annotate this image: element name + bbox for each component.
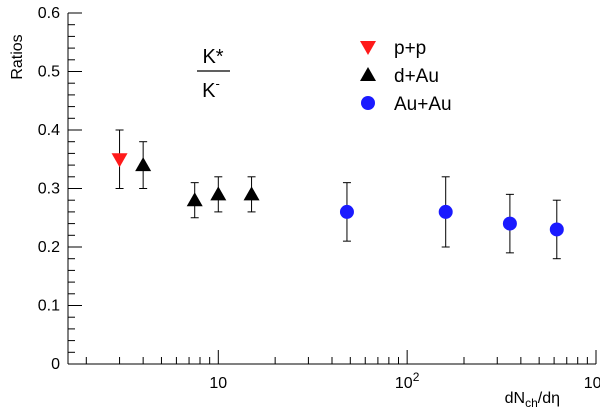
y-tick-label: 0.2 bbox=[38, 239, 60, 256]
y-axis-title: Ratios bbox=[9, 34, 26, 79]
y-tick-label: 0.6 bbox=[38, 5, 60, 22]
text-layer: 0 0.1 0.2 0.3 0.4 0.5 0.6 10 102 103 Ratios dNch/dη… bbox=[9, 5, 600, 410]
ratio-label-denominator: K- bbox=[202, 76, 220, 102]
x-axis-title-subscript: ch bbox=[525, 396, 538, 410]
y-tick-label: 0.5 bbox=[38, 64, 60, 81]
axes-layer bbox=[67, 12, 597, 365]
data-point-au-au bbox=[339, 204, 354, 219]
x-axis-title-main: dN bbox=[505, 390, 525, 407]
data-point-d-au bbox=[210, 186, 227, 201]
legend-label-d-au: d+Au bbox=[394, 66, 439, 87]
x-axis-title: dNch/dη bbox=[505, 390, 560, 410]
x-tick-label: 102 bbox=[395, 370, 420, 392]
legend-marker-p-p bbox=[360, 41, 376, 55]
data-point-p-p bbox=[111, 153, 128, 168]
legend-marker-d-au bbox=[360, 67, 376, 81]
ratio-label-denominator-superscript: - bbox=[216, 76, 220, 91]
data-point-d-au bbox=[186, 192, 203, 207]
x-tick-label: 103 bbox=[584, 370, 600, 392]
legend-label-p-p: p+p bbox=[394, 38, 426, 59]
data-point-d-au bbox=[243, 186, 260, 201]
x-tick-label-exponent: 2 bbox=[413, 370, 420, 384]
data-point-au-au bbox=[502, 216, 517, 231]
ratio-label-numerator: K* bbox=[202, 46, 223, 68]
y-tick-label: 0 bbox=[51, 356, 60, 373]
marks-layer bbox=[111, 129, 564, 260]
y-tick-label: 0.4 bbox=[38, 122, 60, 139]
data-point-d-au bbox=[135, 157, 152, 172]
data-point-au-au bbox=[438, 204, 453, 219]
data-point-au-au bbox=[549, 222, 564, 237]
x-tick-label: 10 bbox=[209, 375, 227, 392]
legend-label-au-au: Au+Au bbox=[394, 94, 452, 115]
y-tick-label: 0.1 bbox=[38, 298, 60, 315]
y-tick-label: 0.3 bbox=[38, 181, 60, 198]
x-axis-title-tail: /dη bbox=[538, 390, 560, 407]
legend-marker-au-au bbox=[361, 96, 375, 110]
